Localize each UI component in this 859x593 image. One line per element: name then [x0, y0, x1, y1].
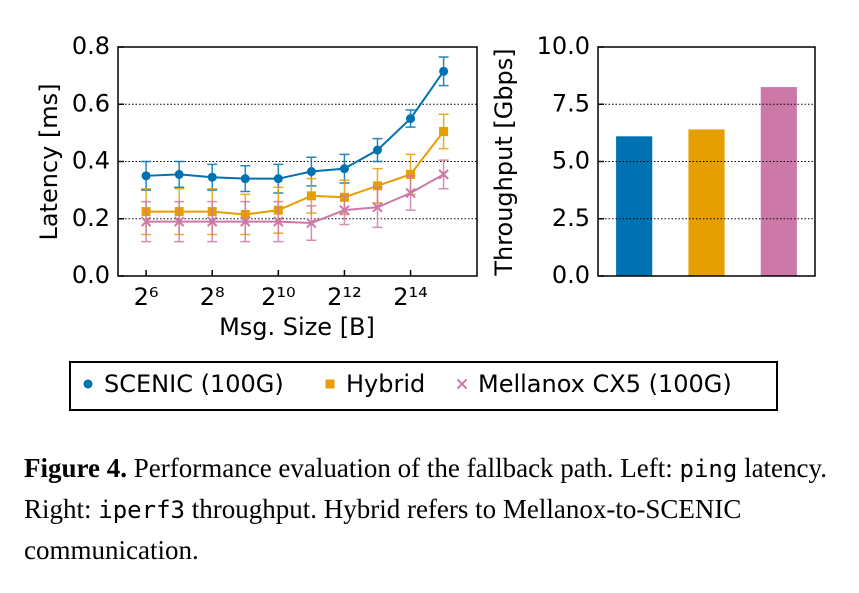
series-line	[146, 130, 445, 216]
legend-box	[69, 361, 778, 411]
point	[207, 172, 217, 182]
y-tick-label: 5.0	[552, 147, 590, 175]
point	[306, 191, 316, 201]
caption-label: Figure 4.	[24, 453, 127, 483]
x-axis-label: Msg. Size [B]	[219, 313, 375, 341]
point	[439, 66, 449, 76]
caption-text: latency. Right:	[24, 453, 828, 524]
y-tick-label: 0.0	[72, 261, 110, 289]
point	[273, 174, 283, 184]
point	[339, 204, 350, 216]
point	[240, 174, 250, 184]
point	[240, 216, 251, 227]
legend-marker	[325, 379, 335, 389]
legend-label: Mellanox CX5 (100G)	[478, 370, 732, 398]
caption-code: ping	[679, 455, 738, 483]
bar	[616, 136, 653, 276]
point	[438, 169, 449, 180]
point	[372, 181, 382, 191]
point	[140, 216, 152, 227]
bar	[760, 87, 797, 276]
y-tick-label: 7.5	[552, 89, 590, 117]
y-tick-label: 0.6	[72, 89, 110, 117]
x-tick-label: 2⁶	[134, 283, 159, 311]
point	[439, 126, 449, 136]
point	[372, 202, 383, 213]
point	[141, 171, 151, 181]
y-tick-label: 0.8	[72, 32, 110, 60]
point	[405, 187, 416, 199]
y-tick-label: 0.0	[552, 261, 590, 289]
point	[174, 169, 184, 179]
legend-marker	[456, 378, 468, 390]
point	[372, 145, 382, 155]
series-line	[146, 173, 445, 225]
plot-frame	[117, 46, 478, 277]
point	[173, 216, 185, 227]
point	[306, 217, 317, 229]
y-axis-label: Throughput [Gbps]	[490, 48, 518, 276]
y-axis-label: Latency [ms]	[35, 83, 63, 240]
x-tick-label: 2¹²	[327, 283, 362, 311]
caption-text: throughput. Hybrid refers to Mellanox-to…	[24, 494, 742, 565]
y-tick-label: 0.2	[72, 204, 110, 232]
y-tick-label: 0.4	[72, 147, 110, 175]
x-tick-label: 2⁸	[200, 283, 225, 311]
point	[406, 169, 416, 179]
y-tick-label: 2.5	[552, 204, 590, 232]
legend-marker	[83, 379, 93, 389]
series-line	[146, 70, 445, 180]
figure: Latency [ms] Msg. Size [B] Throughput [G…	[35, 32, 816, 411]
point	[273, 216, 284, 227]
bar	[688, 129, 725, 276]
caption: Figure 4. Performance evaluation of the …	[24, 448, 836, 570]
point	[339, 164, 349, 174]
caption-code: iperf3	[98, 496, 185, 524]
plot-frame	[597, 46, 816, 277]
point	[306, 167, 316, 177]
x-tick-label: 2¹⁰	[261, 283, 296, 311]
point	[207, 216, 218, 227]
caption-text: Performance evaluation of the fallback p…	[127, 453, 680, 483]
y-tick-label: 10.0	[537, 32, 590, 60]
point	[406, 114, 416, 124]
legend-label: SCENIC (100G)	[104, 370, 284, 398]
legend-label: Hybrid	[346, 370, 425, 398]
x-tick-label: 2¹⁴	[393, 283, 428, 311]
